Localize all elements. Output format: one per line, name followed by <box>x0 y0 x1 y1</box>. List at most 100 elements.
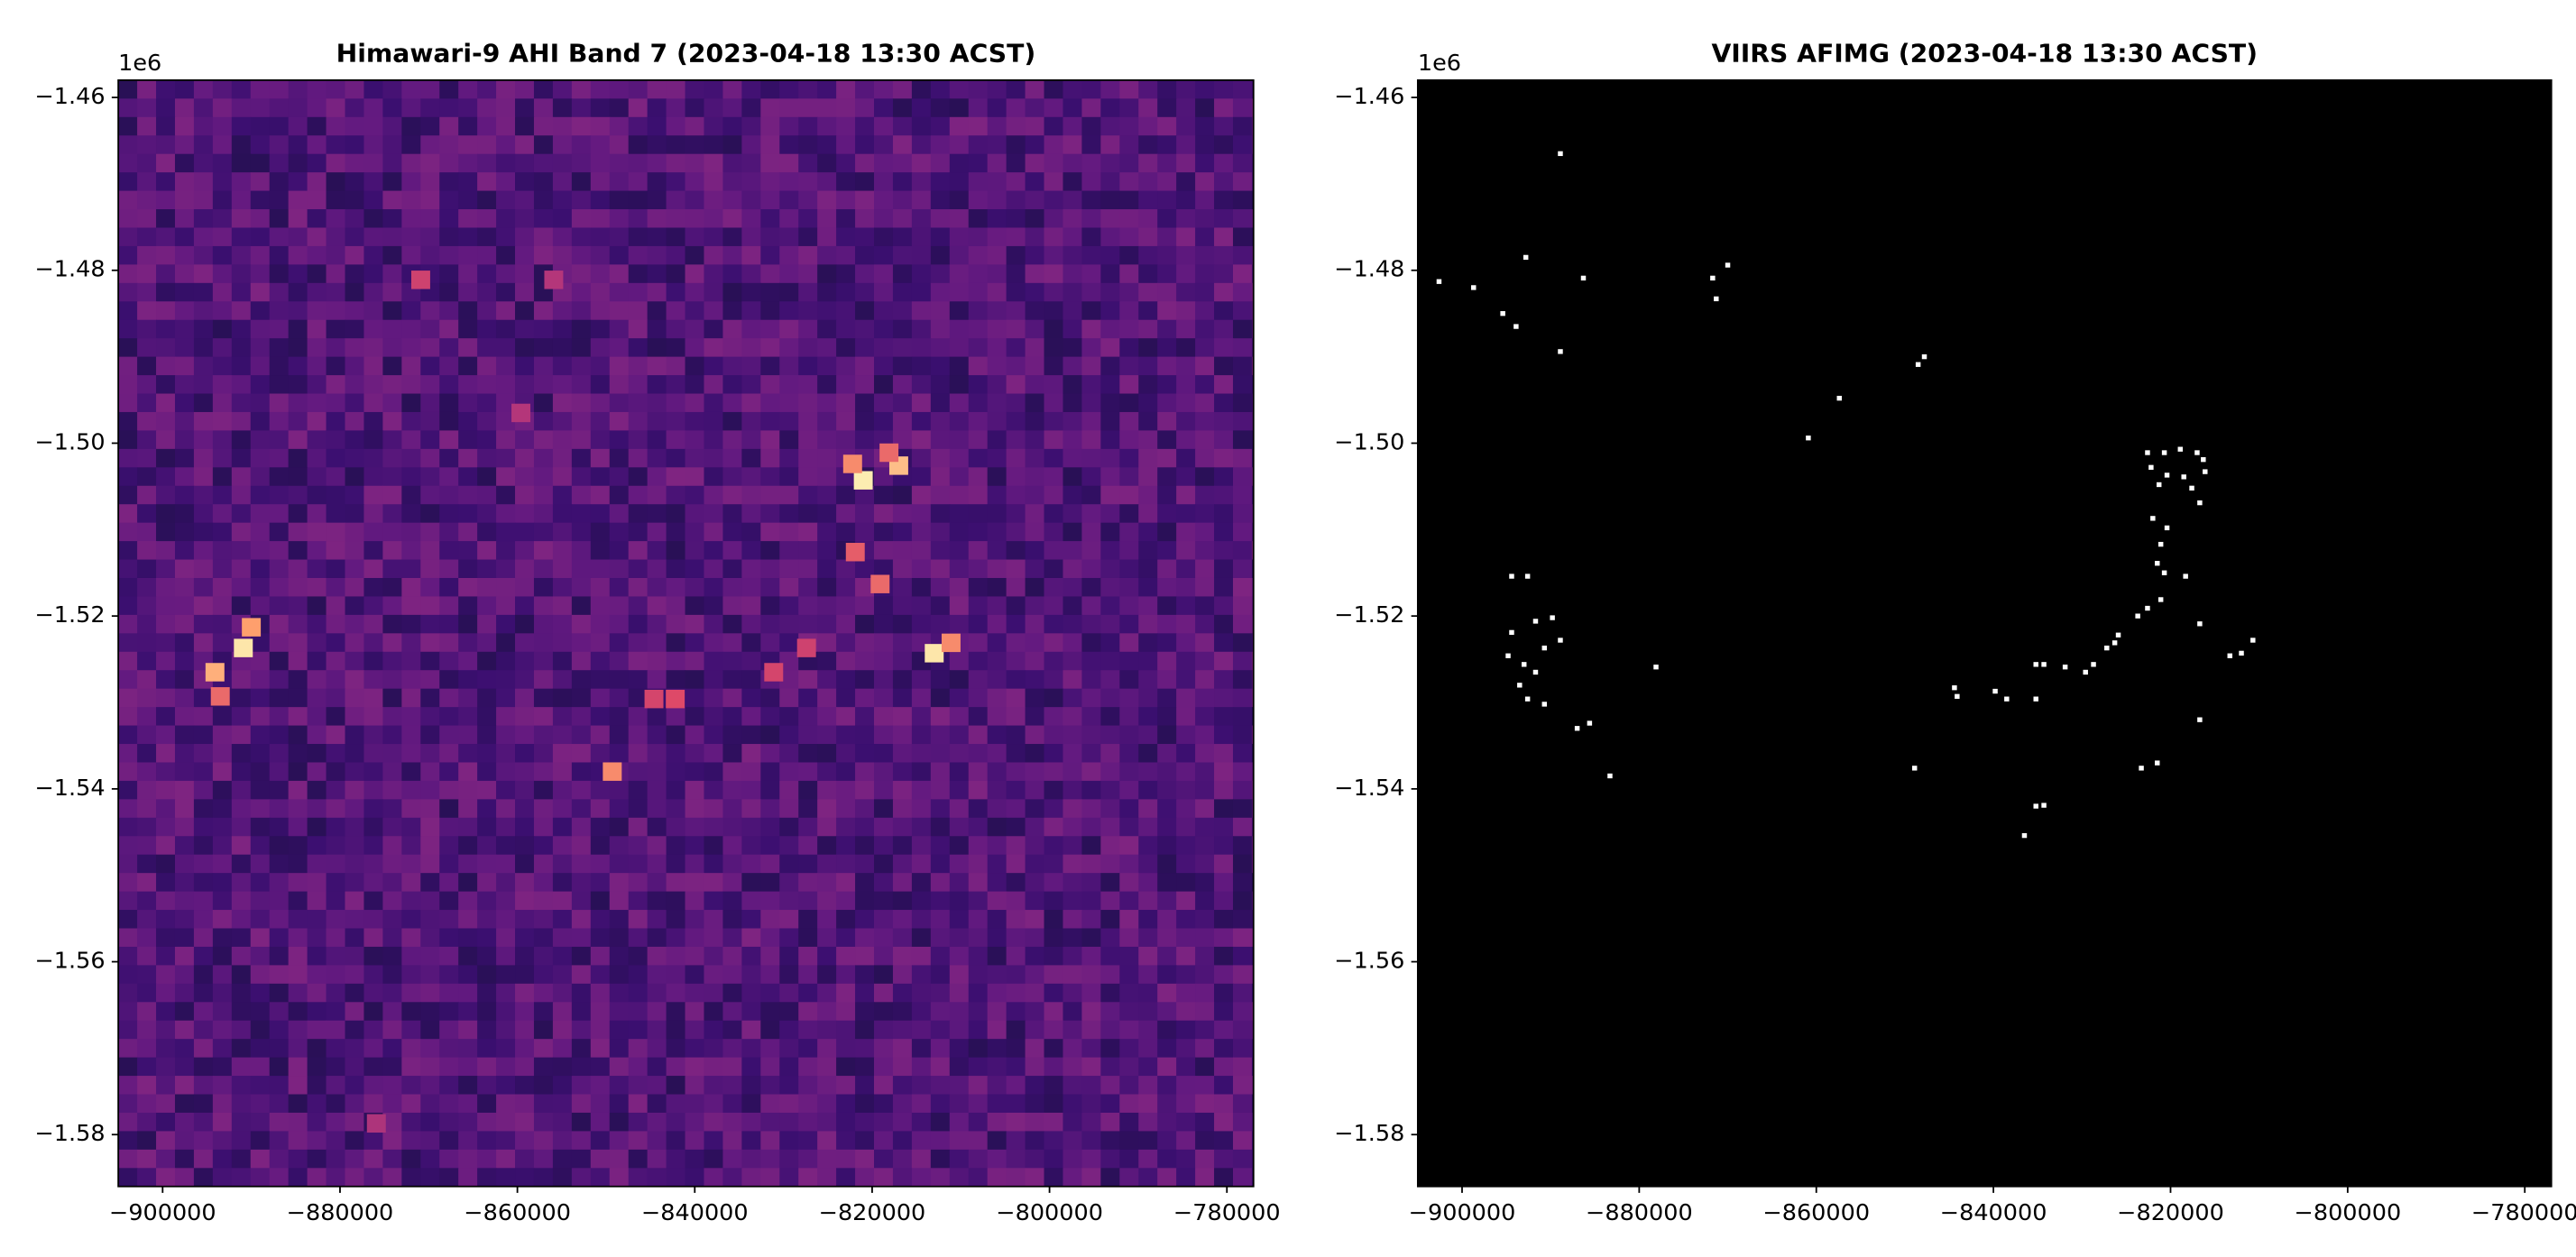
background-pixel <box>988 910 1007 929</box>
background-pixel <box>1063 430 1081 449</box>
background-pixel <box>893 98 912 117</box>
background-pixel <box>1063 504 1081 523</box>
background-pixel <box>1044 1076 1063 1095</box>
background-pixel <box>439 246 458 265</box>
background-pixel <box>685 320 704 339</box>
background-pixel <box>270 1095 289 1114</box>
background-pixel <box>798 984 817 1003</box>
background-pixel <box>1007 375 1026 394</box>
background-pixel <box>213 744 232 763</box>
background-pixel <box>1233 394 1252 413</box>
background-pixel <box>420 1168 439 1187</box>
background-pixel <box>760 855 779 874</box>
background-pixel <box>553 615 572 634</box>
background-pixel <box>722 670 741 689</box>
background-pixel <box>382 910 401 929</box>
background-pixel <box>420 892 439 911</box>
y-tick-label: −1.52 <box>1334 601 1404 628</box>
background-pixel <box>704 504 722 523</box>
background-pixel <box>572 1058 591 1077</box>
background-pixel <box>704 965 722 984</box>
background-pixel <box>1214 670 1233 689</box>
background-pixel <box>893 394 912 413</box>
background-pixel <box>1176 965 1195 984</box>
background-pixel <box>610 818 629 837</box>
background-pixel <box>458 836 477 855</box>
background-pixel <box>855 965 874 984</box>
background-pixel <box>1195 670 1214 689</box>
background-pixel <box>1233 154 1252 173</box>
background-pixel <box>327 892 345 911</box>
background-pixel <box>1214 98 1233 117</box>
background-pixel <box>760 172 779 191</box>
background-pixel <box>817 1168 836 1187</box>
background-pixel <box>779 227 798 246</box>
background-pixel <box>1026 1150 1044 1169</box>
background-pixel <box>251 283 270 302</box>
background-pixel <box>439 892 458 911</box>
background-pixel <box>950 430 969 449</box>
background-pixel <box>1138 744 1157 763</box>
background-pixel <box>1233 799 1252 818</box>
background-pixel <box>251 1002 270 1021</box>
background-pixel <box>988 652 1007 671</box>
background-pixel <box>1044 726 1063 745</box>
background-pixel <box>213 523 232 542</box>
background-pixel <box>363 117 382 136</box>
background-pixel <box>175 467 194 486</box>
background-pixel <box>722 578 741 597</box>
background-pixel <box>194 264 213 283</box>
background-pixel <box>251 984 270 1003</box>
background-pixel <box>855 209 874 228</box>
background-pixel <box>515 301 534 320</box>
background-pixel <box>1063 449 1081 468</box>
background-pixel <box>345 1113 364 1132</box>
background-pixel <box>345 430 364 449</box>
background-pixel <box>401 1113 420 1132</box>
background-pixel <box>817 726 836 745</box>
background-pixel <box>760 1113 779 1132</box>
background-pixel <box>515 615 534 634</box>
background-pixel <box>137 394 156 413</box>
background-pixel <box>439 117 458 136</box>
background-pixel <box>1176 98 1195 117</box>
background-pixel <box>1157 578 1176 597</box>
background-pixel <box>1176 928 1195 947</box>
background-pixel <box>308 504 327 523</box>
background-pixel <box>667 1168 685 1187</box>
background-pixel <box>648 855 667 874</box>
background-pixel <box>912 744 931 763</box>
background-pixel <box>251 744 270 763</box>
background-pixel <box>270 1002 289 1021</box>
background-pixel <box>251 430 270 449</box>
background-pixel <box>912 1150 931 1169</box>
background-pixel <box>175 504 194 523</box>
background-pixel <box>779 726 798 745</box>
background-pixel <box>893 412 912 431</box>
background-pixel <box>950 928 969 947</box>
background-pixel <box>401 246 420 265</box>
background-pixel <box>515 135 534 154</box>
background-pixel <box>629 781 648 800</box>
background-pixel <box>515 596 534 615</box>
background-pixel <box>382 541 401 560</box>
background-pixel <box>1119 1131 1138 1150</box>
background-pixel <box>817 1131 836 1150</box>
background-pixel <box>648 1076 667 1095</box>
background-pixel <box>308 1150 327 1169</box>
background-pixel <box>591 615 610 634</box>
background-pixel <box>1176 301 1195 320</box>
background-pixel <box>251 209 270 228</box>
background-pixel <box>118 412 137 431</box>
background-pixel <box>874 320 893 339</box>
background-pixel <box>648 1095 667 1114</box>
background-pixel <box>1063 467 1081 486</box>
background-pixel <box>308 799 327 818</box>
background-pixel <box>798 449 817 468</box>
background-pixel <box>667 1113 685 1132</box>
background-pixel <box>667 449 685 468</box>
y-tick-label: −1.56 <box>34 948 105 974</box>
background-pixel <box>1007 615 1026 634</box>
background-pixel <box>704 560 722 579</box>
background-pixel <box>194 726 213 745</box>
